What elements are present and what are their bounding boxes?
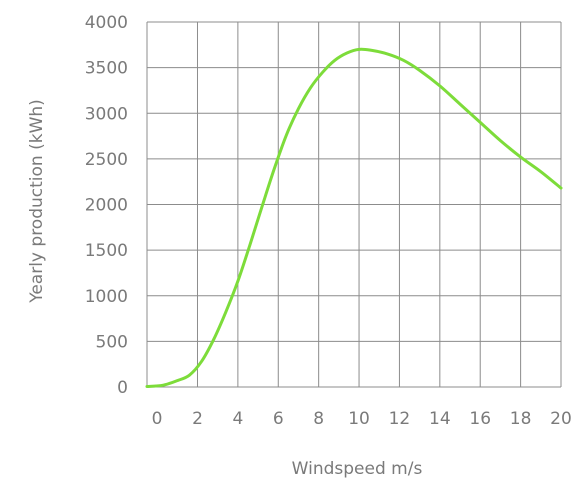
y-tick-label: 1000 [85, 287, 128, 307]
y-tick-label: 1500 [85, 241, 128, 261]
series-line [145, 47, 563, 389]
x-tick-label: 20 [550, 409, 572, 429]
y-tick-label: 4000 [85, 13, 128, 33]
y-tick-label: 3500 [85, 59, 128, 79]
x-tick-label: 12 [389, 409, 411, 429]
x-tick-label: 6 [273, 409, 284, 429]
grid [146, 21, 562, 388]
x-tick-label: 0 [152, 409, 163, 429]
x-tick-label: 10 [348, 409, 370, 429]
y-tick-label: 2000 [85, 196, 128, 216]
tick-labels: 0 2 4 6 8 10 12 14 16 18 20 0 500 1000 1500 2000 2500 300… [85, 13, 572, 429]
x-tick-label: 14 [429, 409, 451, 429]
x-tick-label: 8 [313, 409, 324, 429]
y-tick-label: 0 [117, 378, 128, 398]
y-axis-label: Yearly production (kWh) [27, 99, 47, 304]
y-tick-label: 2500 [85, 150, 128, 170]
x-tick-label: 2 [192, 409, 203, 429]
x-axis-label: Windspeed m/s [292, 459, 423, 479]
x-tick-label: 4 [232, 409, 243, 429]
x-tick-label: 18 [510, 409, 532, 429]
series [145, 47, 563, 389]
x-tick-label: 16 [469, 409, 491, 429]
y-tick-label: 500 [96, 332, 128, 352]
y-tick-label: 3000 [85, 104, 128, 124]
